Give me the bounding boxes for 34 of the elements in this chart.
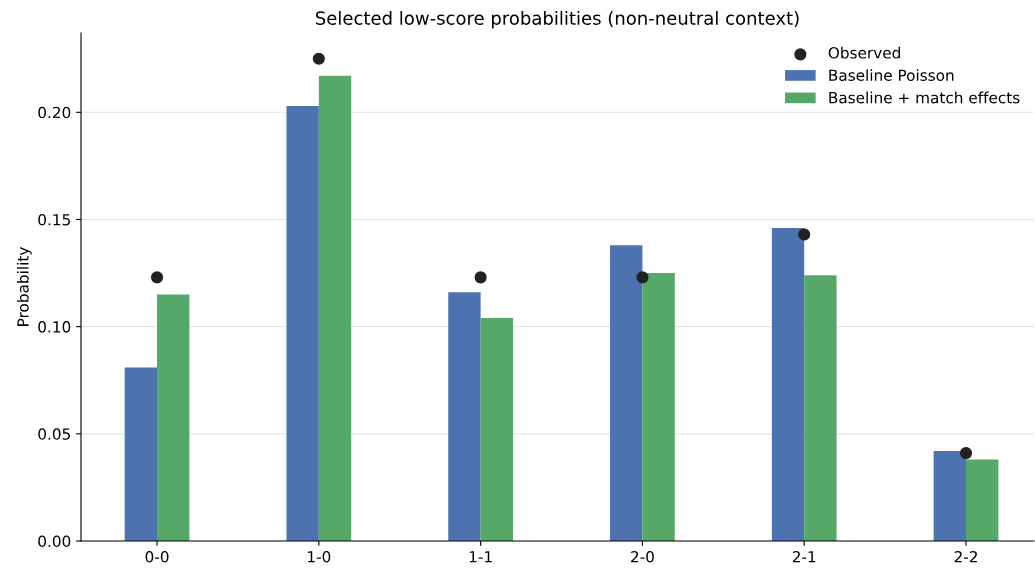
x-tick-label: 1-0	[308, 550, 331, 563]
point	[150, 271, 164, 284]
x-tick-label: 2-0	[631, 550, 654, 563]
x-tick-label: 2-2	[954, 550, 977, 563]
y-tick-label: 0.20	[38, 106, 71, 119]
legend-label: Baseline + match effects	[829, 91, 1020, 104]
x-tick-label: 2-1	[792, 550, 816, 563]
bar	[610, 245, 643, 541]
legend-label: Baseline Poisson	[829, 69, 954, 81]
bar	[318, 75, 352, 541]
bar	[642, 273, 675, 541]
point	[636, 271, 649, 284]
y-tick-label: 0.00	[38, 535, 71, 548]
x-tick-label: 1-1	[469, 551, 492, 563]
bar	[966, 459, 999, 541]
point	[798, 228, 811, 241]
bar	[124, 367, 158, 541]
bar	[804, 275, 837, 541]
x-tick-label: 0-0	[145, 550, 169, 563]
bar	[480, 318, 513, 541]
y-tick-label: 0.10	[38, 321, 71, 333]
y-tick-label: 0.05	[38, 428, 70, 440]
chart-title: Selected low-score probabilities (non-neutral context)	[315, 10, 799, 29]
point	[312, 52, 325, 65]
bar	[933, 450, 967, 541]
legend-label: Observed	[828, 46, 900, 59]
bar	[771, 228, 805, 541]
y-axis-title: Probability	[16, 247, 32, 326]
bar	[286, 105, 319, 541]
point	[474, 271, 487, 284]
bar	[448, 292, 481, 541]
point	[959, 447, 973, 460]
y-tick-label: 0.15	[38, 213, 70, 226]
bar	[157, 294, 190, 541]
